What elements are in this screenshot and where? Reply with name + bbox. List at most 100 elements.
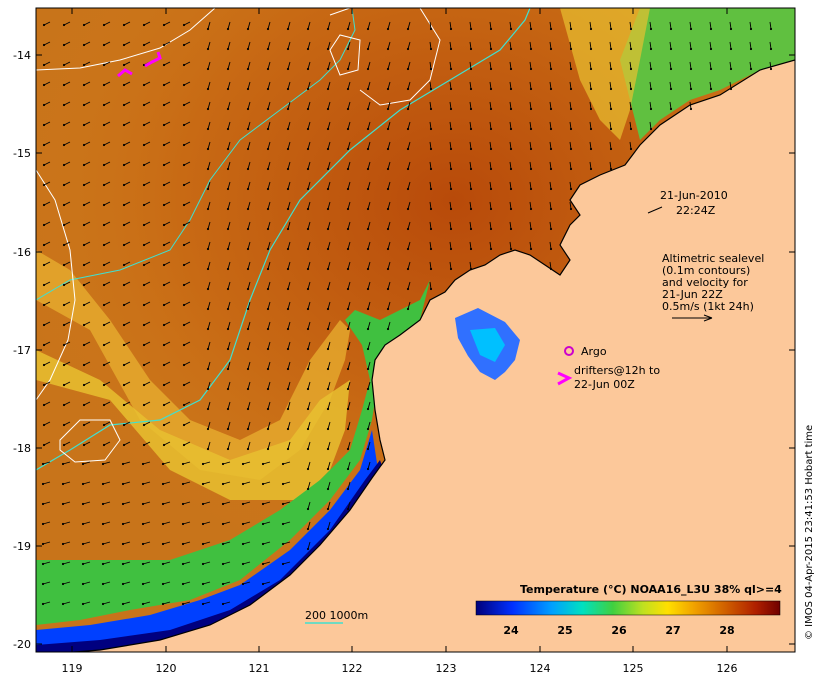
velocity-arrow bbox=[469, 161, 473, 171]
velocity-arrow bbox=[121, 521, 131, 526]
velocity-arrow bbox=[286, 81, 291, 91]
velocity-arrow bbox=[182, 221, 191, 227]
velocity-arrow bbox=[489, 181, 493, 191]
velocity-arrow bbox=[429, 21, 433, 31]
velocity-arrow bbox=[266, 401, 271, 411]
velocity-arrow bbox=[406, 61, 411, 71]
drifters-line-2: 22-Jun 00Z bbox=[574, 378, 635, 391]
velocity-arrow bbox=[226, 361, 231, 371]
velocity-arrow bbox=[569, 141, 573, 151]
velocity-arrow bbox=[162, 41, 171, 47]
velocity-arrow bbox=[449, 241, 453, 251]
velocity-arrow bbox=[549, 121, 553, 131]
velocity-arrow bbox=[306, 241, 311, 251]
velocity-arrow bbox=[62, 121, 71, 127]
lon-tick-label: 124 bbox=[530, 662, 551, 675]
velocity-arrow bbox=[366, 461, 371, 471]
velocity-arrow bbox=[42, 341, 51, 347]
velocity-arrow bbox=[286, 341, 291, 351]
velocity-arrow bbox=[326, 481, 331, 491]
colorbar-ticks: 24 25 26 27 28 bbox=[503, 624, 734, 637]
velocity-arrow bbox=[142, 41, 151, 47]
velocity-arrow bbox=[226, 181, 231, 191]
velocity-arrow bbox=[469, 61, 473, 71]
velocity-arrow bbox=[386, 321, 391, 331]
velocity-arrow bbox=[749, 41, 753, 51]
velocity-arrow bbox=[226, 301, 231, 311]
velocity-arrow bbox=[306, 261, 311, 271]
velocity-arrow bbox=[121, 461, 131, 466]
velocity-arrow bbox=[82, 241, 91, 247]
velocity-arrow bbox=[406, 41, 411, 51]
velocity-arrow bbox=[121, 481, 131, 486]
velocity-arrow bbox=[549, 41, 553, 51]
velocity-arrow bbox=[569, 161, 573, 171]
velocity-arrow bbox=[61, 601, 71, 606]
velocity-arrow bbox=[226, 381, 231, 391]
velocity-arrow bbox=[449, 61, 453, 71]
velocity-arrow bbox=[346, 181, 351, 191]
credit-text: © IMOS 04-Apr-2015 23:41:53 Hobart time bbox=[804, 425, 815, 640]
velocity-arrow bbox=[82, 441, 91, 447]
velocity-arrow bbox=[102, 401, 111, 407]
velocity-arrow bbox=[286, 201, 291, 211]
velocity-arrow bbox=[42, 441, 51, 447]
velocity-arrow bbox=[246, 361, 251, 371]
velocity-arrow bbox=[281, 461, 291, 466]
velocity-arrow bbox=[489, 161, 493, 171]
velocity-arrow bbox=[241, 541, 251, 546]
altimetry-line-4: 21-Jun 22Z bbox=[662, 288, 723, 301]
velocity-arrow bbox=[469, 41, 473, 51]
velocity-arrow bbox=[326, 521, 331, 531]
velocity-arrow bbox=[226, 341, 231, 351]
velocity-arrow bbox=[326, 461, 331, 471]
velocity-arrow bbox=[206, 181, 211, 191]
velocity-arrow bbox=[286, 401, 291, 411]
velocity-arrow bbox=[346, 201, 351, 211]
velocity-arrow bbox=[41, 521, 51, 526]
velocity-arrow bbox=[206, 101, 211, 111]
velocity-arrow bbox=[549, 81, 553, 91]
velocity-arrow bbox=[326, 341, 331, 351]
velocity-arrow bbox=[142, 201, 151, 207]
altimetry-line-2: (0.1m contours) bbox=[662, 264, 750, 277]
velocity-arrow bbox=[769, 21, 773, 31]
velocity-arrow bbox=[569, 181, 573, 191]
velocity-arrow bbox=[206, 161, 211, 171]
velocity-arrows bbox=[41, 21, 773, 606]
velocity-arrow bbox=[489, 121, 493, 131]
velocity-arrow bbox=[82, 41, 91, 47]
velocity-arrow bbox=[162, 201, 171, 207]
velocity-arrow bbox=[241, 501, 251, 506]
velocity-arrow bbox=[286, 281, 291, 291]
velocity-arrow bbox=[326, 121, 331, 131]
velocity-arrow bbox=[206, 141, 211, 151]
velocity-arrow bbox=[406, 101, 411, 111]
velocity-arrow bbox=[81, 581, 91, 586]
velocity-arrow bbox=[266, 301, 271, 311]
velocity-arrow bbox=[182, 401, 191, 407]
velocity-arrow bbox=[306, 521, 311, 531]
velocity-arrow bbox=[162, 121, 171, 127]
velocity-arrow bbox=[306, 341, 311, 351]
velocity-arrow bbox=[246, 181, 251, 191]
velocity-arrow bbox=[246, 221, 251, 231]
velocity-arrow bbox=[549, 141, 553, 151]
velocity-arrow bbox=[41, 481, 51, 486]
velocity-arrow bbox=[386, 301, 391, 311]
velocity-arrow bbox=[42, 421, 51, 427]
velocity-arrow bbox=[346, 161, 351, 171]
velocity-arrow bbox=[366, 61, 371, 71]
velocity-arrow bbox=[449, 181, 453, 191]
velocity-arrow bbox=[366, 301, 371, 311]
velocity-arrow bbox=[286, 101, 291, 111]
velocity-arrow bbox=[326, 21, 331, 31]
velocity-arrow bbox=[41, 601, 51, 606]
velocity-arrow bbox=[429, 201, 433, 211]
velocity-arrow bbox=[142, 301, 151, 307]
velocity-arrow bbox=[102, 61, 111, 67]
velocity-arrow bbox=[649, 61, 653, 71]
velocity-arrow bbox=[162, 341, 171, 347]
velocity-arrow bbox=[689, 61, 693, 71]
velocity-arrow bbox=[366, 241, 371, 251]
